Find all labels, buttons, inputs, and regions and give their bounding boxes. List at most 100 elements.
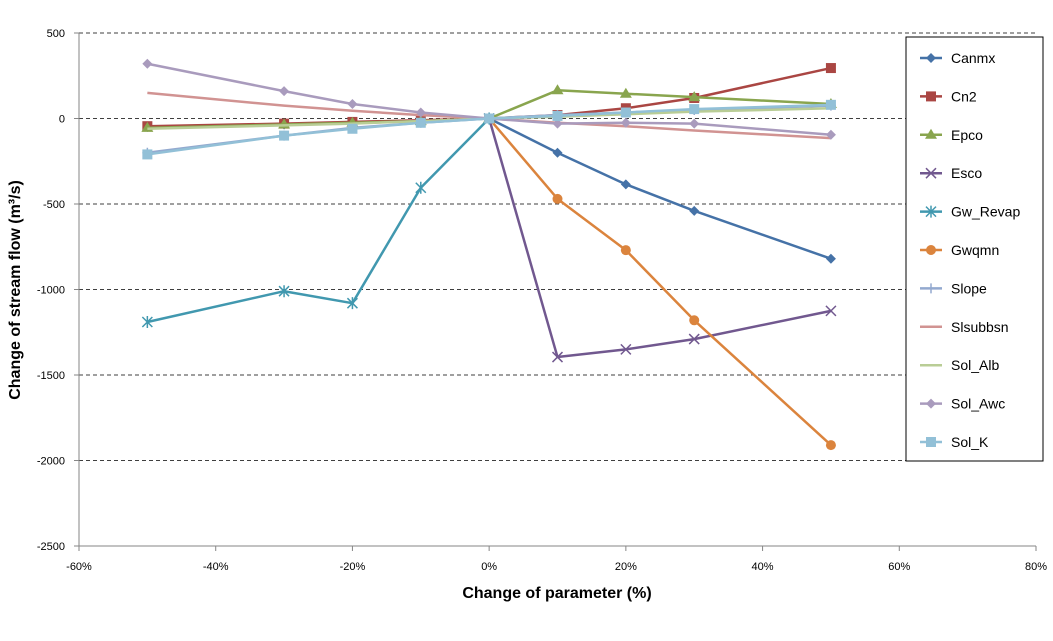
x-tick-label: 0%	[481, 561, 497, 573]
legend-label: Cn2	[951, 88, 977, 104]
x-tick-label: 40%	[752, 561, 774, 573]
legend-item-cn2: Cn2	[920, 88, 977, 104]
y-tick-label: -500	[43, 199, 65, 211]
legend-item-slope: Slope	[920, 280, 987, 296]
legend-label: Sol_K	[951, 434, 989, 450]
legend-marker	[926, 437, 936, 447]
series-slope	[142, 100, 836, 158]
legend-label: Gwqmn	[951, 242, 999, 258]
series-line-esco	[487, 118, 832, 359]
data-point-canmx	[689, 205, 700, 216]
y-tick-label: 500	[47, 28, 65, 40]
series-gwqmn	[484, 113, 836, 451]
data-point-sol-awc	[347, 98, 358, 109]
x-tick-label: 60%	[888, 561, 910, 573]
legend-item-slsubbsn: Slsubbsn	[920, 319, 1009, 335]
series-line-gw-revap	[147, 117, 491, 324]
data-point-esco	[551, 351, 564, 363]
legend-label: Gw_Revap	[951, 204, 1020, 220]
data-point-sol-awc	[620, 117, 631, 128]
data-point-sol-k	[552, 110, 563, 121]
legend-marker	[925, 167, 937, 179]
data-point-sol-awc	[689, 118, 700, 129]
data-point-sol-awc	[552, 118, 563, 129]
data-point-sol-k	[689, 104, 700, 115]
data-point-sol-k	[347, 123, 358, 134]
legend-item-esco: Esco	[920, 165, 982, 181]
series-line-sol-k	[147, 103, 831, 156]
data-point-epco	[688, 91, 701, 102]
y-tick-label: -2000	[37, 456, 65, 468]
series-line-gwqmn	[488, 117, 832, 447]
y-tick-label: -1500	[37, 370, 65, 382]
legend-item-gw-revap: Gw_Revap	[920, 204, 1020, 220]
series-canmx	[142, 113, 836, 264]
legend-label: Slsubbsn	[951, 319, 1009, 335]
legend-label: Slope	[951, 280, 987, 296]
legend-item-gwqmn: Gwqmn	[920, 242, 999, 258]
y-axis-title: Change of stream flow (m³/s)	[7, 180, 24, 400]
data-point-sol-k	[484, 113, 495, 124]
y-tick-label: -1000	[37, 285, 65, 297]
tick-labels: -2500 -2000 -1500 -1000 -500 0 500 -60% -40% -20%…	[37, 28, 1047, 573]
legend-label: Epco	[951, 127, 983, 143]
data-point-gw-revap	[346, 297, 358, 310]
data-point-gwqmn	[552, 193, 563, 204]
data-point-gw-revap	[415, 181, 427, 194]
data-point-epco	[619, 87, 632, 98]
data-point-gwqmn	[689, 315, 700, 326]
x-tick-label: 20%	[615, 561, 637, 573]
legend-marker	[926, 91, 936, 102]
data-point-epco	[551, 84, 564, 95]
x-tick-label: -40%	[203, 561, 229, 573]
legend-label: Sol_Alb	[951, 357, 999, 373]
data-point-sol-k	[415, 117, 426, 128]
data-point-sol-k	[142, 149, 153, 160]
legend-item-sol-awc: Sol_Awc	[920, 396, 1005, 412]
x-tick-label: -20%	[340, 561, 366, 573]
data-point-canmx	[552, 147, 563, 158]
data-point-cn2	[825, 63, 836, 74]
y-tick-label: 0	[59, 114, 65, 126]
series-esco	[483, 112, 837, 363]
legend-label: Canmx	[951, 50, 995, 66]
data-point-gwqmn	[825, 440, 836, 451]
legend-item-canmx: Canmx	[920, 50, 995, 66]
data-point-sol-awc	[415, 107, 426, 118]
legend-marker	[926, 398, 936, 409]
legend-label: Sol_Awc	[951, 396, 1005, 412]
series-gw-revap	[141, 112, 495, 328]
x-axis-title: Change of parameter (%)	[462, 585, 651, 602]
data-point-gw-revap	[141, 315, 153, 328]
legend-label: Esco	[951, 165, 982, 181]
x-tick-label: 80%	[1025, 561, 1047, 573]
y-tick-label: -2500	[37, 541, 65, 553]
legend-marker	[925, 205, 937, 218]
data-point-canmx	[620, 179, 631, 190]
series-lines	[141, 58, 837, 451]
data-point-sol-k	[279, 130, 290, 141]
legend-item-sol-alb: Sol_Alb	[920, 357, 999, 373]
data-point-esco	[825, 305, 837, 317]
data-point-sol-k	[825, 99, 836, 110]
legend-marker	[925, 128, 937, 139]
data-point-sol-awc	[279, 86, 290, 97]
legend-item-epco: Epco	[920, 127, 983, 143]
grid	[79, 32, 1036, 461]
legend-marker	[926, 245, 936, 255]
axes	[74, 32, 1037, 551]
data-point-esco	[688, 333, 700, 345]
legend-marker	[926, 283, 936, 294]
legend-marker	[926, 53, 936, 63]
data-point-sol-awc	[142, 58, 153, 69]
data-point-sol-awc	[825, 129, 836, 140]
data-point-sol-k	[620, 107, 631, 118]
legend: Canmx Cn2 Epco Esco Gw_Revap Gwqmn Slope Slsubb…	[905, 36, 1044, 462]
series-sol-k	[142, 99, 836, 160]
data-point-gwqmn	[620, 245, 631, 256]
data-point-esco	[620, 343, 632, 355]
legend-item-sol-k: Sol_K	[920, 434, 989, 450]
data-point-canmx	[825, 253, 836, 264]
